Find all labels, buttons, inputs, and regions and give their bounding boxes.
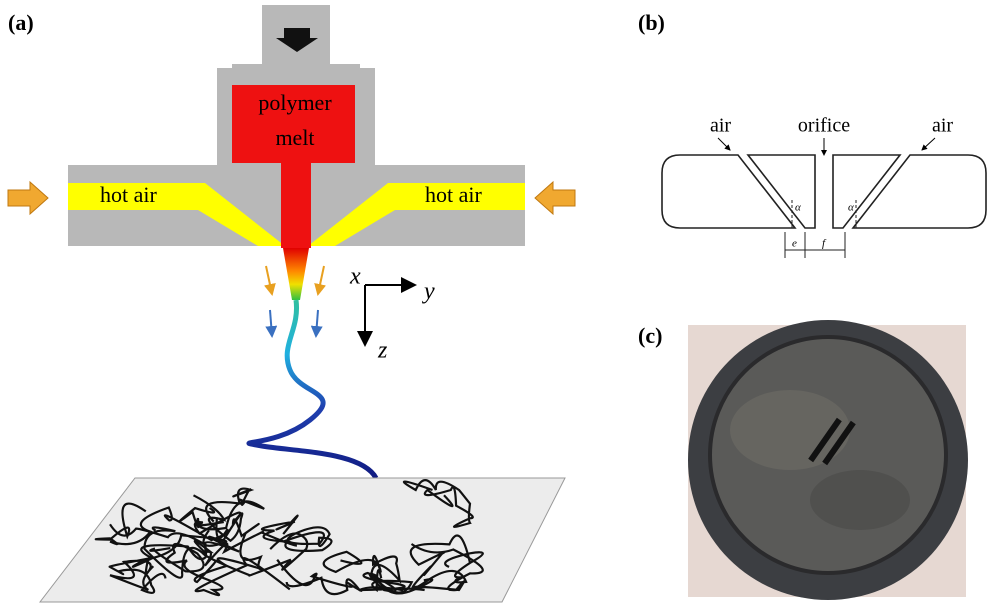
angle-symbol: α — [795, 202, 801, 214]
fiber-cone — [283, 248, 309, 300]
pointer — [718, 138, 730, 150]
melt-channel — [281, 160, 311, 248]
panel-c: (c) — [638, 320, 968, 600]
air-label: hot air — [100, 182, 157, 207]
panel-b: (b) air orifice air α α e f — [638, 10, 986, 258]
axis-label: z — [377, 338, 388, 364]
axis-label: y — [422, 279, 435, 305]
axis-label: x — [349, 264, 361, 290]
b-label: orifice — [798, 115, 850, 137]
panel-a: (a) polymer melt hot air hot air x y z — [8, 5, 575, 602]
b-label: air — [932, 115, 953, 137]
figure: (a) polymer melt hot air hot air x y z (… — [0, 0, 989, 605]
panel-label: (b) — [638, 10, 665, 35]
air-flow-arrow — [266, 266, 272, 294]
stain — [810, 470, 910, 530]
panel-label: (a) — [8, 10, 34, 35]
air-flow-arrow — [316, 310, 318, 336]
air-label: hot air — [425, 182, 482, 207]
melt-label: melt — [275, 125, 314, 150]
air-arrow — [8, 182, 48, 214]
air-flow-arrow — [270, 310, 272, 336]
air-flow-arrow — [318, 266, 324, 294]
angle-symbol: α — [848, 202, 854, 214]
dimension-symbol: f — [822, 238, 827, 250]
dimension-symbol: e — [792, 238, 797, 250]
air-arrow — [535, 182, 575, 214]
b-label: air — [710, 115, 731, 137]
fiber — [249, 300, 376, 478]
panel-label: (c) — [638, 323, 662, 348]
pointer — [922, 138, 935, 150]
melt-label: polymer — [258, 90, 332, 115]
